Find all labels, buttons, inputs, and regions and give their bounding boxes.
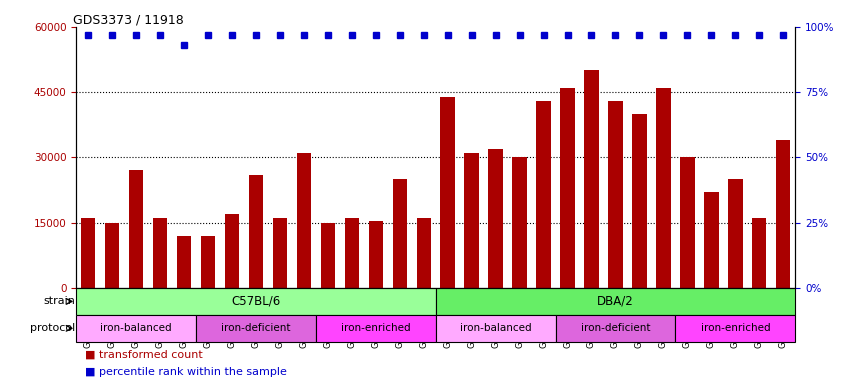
Text: ■ transformed count: ■ transformed count — [85, 349, 202, 359]
Bar — [316, 315, 436, 342]
Bar — [675, 315, 795, 342]
Bar — [536, 101, 551, 288]
Bar — [728, 179, 743, 288]
Text: iron-enriched: iron-enriched — [341, 323, 410, 333]
Bar — [560, 88, 574, 288]
Bar — [585, 70, 599, 288]
Text: strain: strain — [44, 296, 75, 306]
Bar — [76, 288, 436, 315]
Bar — [416, 218, 431, 288]
Bar — [776, 140, 790, 288]
Bar — [608, 101, 623, 288]
Text: iron-deficient: iron-deficient — [221, 323, 291, 333]
Text: iron-deficient: iron-deficient — [580, 323, 651, 333]
Bar — [105, 223, 119, 288]
Bar — [344, 218, 359, 288]
Text: C57BL/6: C57BL/6 — [231, 295, 281, 308]
Bar — [321, 223, 335, 288]
Text: iron-balanced: iron-balanced — [101, 323, 172, 333]
Bar — [76, 315, 196, 342]
Bar — [196, 315, 316, 342]
Text: DBA/2: DBA/2 — [597, 295, 634, 308]
Bar — [436, 288, 795, 315]
Bar — [297, 153, 311, 288]
Text: iron-balanced: iron-balanced — [460, 323, 531, 333]
Bar — [225, 214, 239, 288]
Bar — [632, 114, 646, 288]
Bar — [272, 218, 287, 288]
Bar — [441, 96, 455, 288]
Bar — [704, 192, 718, 288]
Bar — [488, 149, 503, 288]
Bar — [393, 179, 407, 288]
Bar — [436, 315, 556, 342]
Bar — [177, 236, 191, 288]
Bar — [752, 218, 766, 288]
Text: GDS3373 / 11918: GDS3373 / 11918 — [73, 14, 184, 27]
Bar — [81, 218, 96, 288]
Bar — [369, 220, 383, 288]
Bar — [249, 175, 263, 288]
Text: protocol: protocol — [30, 323, 75, 333]
Text: iron-enriched: iron-enriched — [700, 323, 770, 333]
Text: ■ percentile rank within the sample: ■ percentile rank within the sample — [85, 367, 287, 377]
Bar — [129, 170, 143, 288]
Bar — [464, 153, 479, 288]
Bar — [153, 218, 168, 288]
Bar — [201, 236, 215, 288]
Bar — [513, 157, 527, 288]
Bar — [656, 88, 671, 288]
Bar — [680, 157, 695, 288]
Bar — [556, 315, 675, 342]
